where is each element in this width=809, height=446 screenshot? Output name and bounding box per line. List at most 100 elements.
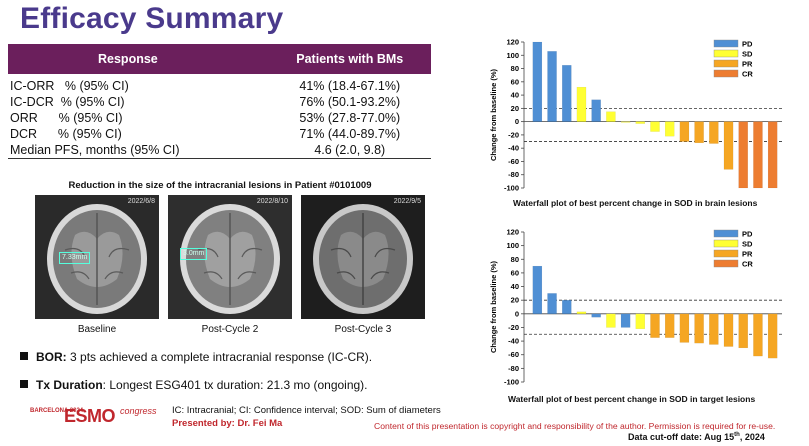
mri-scan-post-cycle-2: 2022/8/10 3.0mm [168,195,292,319]
bullet-text: : Longest ESG401 tx duration: 21.3 mo (o… [102,378,368,392]
scan-date: 2022/6/8 [127,198,155,205]
table-row: Median PFS, months (95% CI) 4.6 (2.0, 9.… [8,142,431,159]
table-header-row: Response Patients with BMs [8,44,431,74]
waterfall-bar-pr [694,121,704,144]
y-tick-label: 120 [506,38,519,47]
waterfall-bar-pd [591,99,601,122]
y-tick-label: 20 [511,296,519,305]
y-tick-label: -60 [508,157,519,166]
bullet-square-icon [20,352,28,360]
legend-swatch-cr [713,69,739,78]
waterfall-bar-pr [679,121,690,142]
y-tick-label: 80 [511,64,519,73]
copyright-notice: Content of this presentation is copyrigh… [374,421,776,431]
waterfall-chart-svg: 120 100 80 60 40 20 0 -20 -40 -60 -80 -100 Change fr… [489,228,782,387]
legend-swatch-pd [713,229,739,238]
scan-date: 2022/9/5 [393,198,421,205]
waterfall-bar-sd [664,121,675,137]
waterfall-bar-sd [650,121,660,132]
y-tick-label: -20 [508,323,519,332]
row-value: 4.6 (2.0, 9.8) [268,142,431,159]
brain-scan-image [301,195,425,319]
chart-caption-brain: Waterfall plot of best percent change in… [513,198,758,208]
legend-label: PD [742,230,753,239]
bullet-text: 3 pts achieved a complete intracranial r… [66,350,373,364]
y-tick-label: 100 [506,241,519,250]
row-value: 41% (18.4-67.1%) [299,79,401,93]
waterfall-bar-sd [635,313,646,329]
y-tick-label: 60 [511,77,519,86]
brain-scan-image [35,195,159,319]
legend-label: PR [742,60,753,69]
y-tick-label: 0 [515,309,519,318]
waterfall-bar-sd [576,311,587,314]
row-value: 53% (27.8-77.0%) [299,111,401,125]
bullet-bold: Tx Duration [36,378,103,392]
legend-label: SD [742,240,753,249]
waterfall-chart-svg: 120 100 80 60 40 20 0 -20 -40 -60 -80 -100 Change fr… [489,38,782,193]
waterfall-bar-sd [635,121,646,124]
waterfall-bar-pd [547,51,557,122]
waterfall-chart-brain: 120 100 80 60 40 20 0 -20 -40 -60 -80 -100 Change fr… [486,36,796,196]
waterfall-bar-pr [738,313,748,349]
waterfall-bar-cr [767,121,778,189]
waterfall-bar-sd [606,313,616,328]
data-cutoff-date: Data cut-off date: Aug 15th, 2024 [628,432,765,442]
waterfall-bar-pr [679,313,690,343]
row-label: IC-DCR % (95% CI) [10,95,125,109]
waterfall-bar-pd [547,293,557,314]
waterfall-bar-sd [620,121,631,123]
cutoff-sup: th [734,432,740,438]
table-row: IC-ORR % (95% CI) 41% (18.4-67.1%) [8,74,431,94]
presenter: Presented by: Dr. Fei Ma [172,418,283,429]
legend-swatch-sd [713,239,739,248]
waterfall-bar-cr [738,121,748,189]
mri-scan-baseline: 2022/6/8 7.33mm [35,195,159,319]
legend-label: PD [742,40,753,49]
waterfall-bar-pd [532,41,543,122]
waterfall-bar-pr [723,121,734,170]
y-tick-label: 40 [511,282,519,291]
y-tick-label: -80 [508,364,519,373]
legend-label: SD [742,50,753,59]
logo-brand: ESMO [64,406,116,426]
lesion-measurement: 3.0mm [180,248,208,260]
table-header-response: Response [8,44,269,74]
row-label: DCR % (95% CI) [10,127,122,141]
y-tick-label: 100 [506,51,519,60]
mri-label-post-cycle-3: Post-Cycle 3 [334,324,392,335]
table-row: IC-DCR % (95% CI) 76% (50.1-93.2%) [8,94,431,110]
mri-scan-post-cycle-3: 2022/9/5 [301,195,425,319]
waterfall-bar-pd [591,313,601,318]
waterfall-bar-pr [709,313,719,345]
y-tick-label: 60 [511,268,519,277]
waterfall-bar-pr [664,313,675,338]
waterfall-bar-cr [753,121,763,189]
response-table: Response Patients with BMs IC-ORR % (95%… [8,44,431,159]
row-label: Median PFS, months (95% CI) [8,142,269,159]
y-tick-label: -100 [504,378,519,387]
scan-date: 2022/8/10 [256,198,288,205]
chart-caption-target: Waterfall plot of best percent change in… [508,394,756,404]
y-tick-label: -100 [504,184,519,193]
row-value: 76% (50.1-93.2%) [299,95,401,109]
waterfall-bar-pr [650,313,660,338]
row-label: IC-ORR % (95% CI) [10,79,129,93]
table-row: ORR % (95% CI) 53% (27.8-77.0%) [8,110,431,126]
logo-location: BARCELONA 2024 [30,408,84,414]
table-header-patients: Patients with BMs [268,44,431,74]
bullet-bor: BOR: 3 pts achieved a complete intracran… [20,350,372,364]
waterfall-bar-sd [606,111,616,122]
y-tick-label: 20 [511,104,519,113]
y-tick-label: 40 [511,91,519,100]
y-tick-label: 0 [515,117,519,126]
y-tick-label: 80 [511,255,519,264]
lesion-measurement: 7.33mm [59,252,91,264]
abbreviations: IC: Intracranial; CI: Confidence interva… [172,405,441,416]
y-tick-label: -80 [508,170,519,179]
row-value: 71% (44.0-89.7%) [299,127,401,141]
bullet-tx-duration: Tx Duration: Longest ESG401 tx duration:… [20,378,368,392]
esmo-logo: BARCELONA 2024 ESMO congress [30,406,170,432]
waterfall-bar-pr [767,313,778,359]
mri-label-baseline: Baseline [77,324,117,335]
